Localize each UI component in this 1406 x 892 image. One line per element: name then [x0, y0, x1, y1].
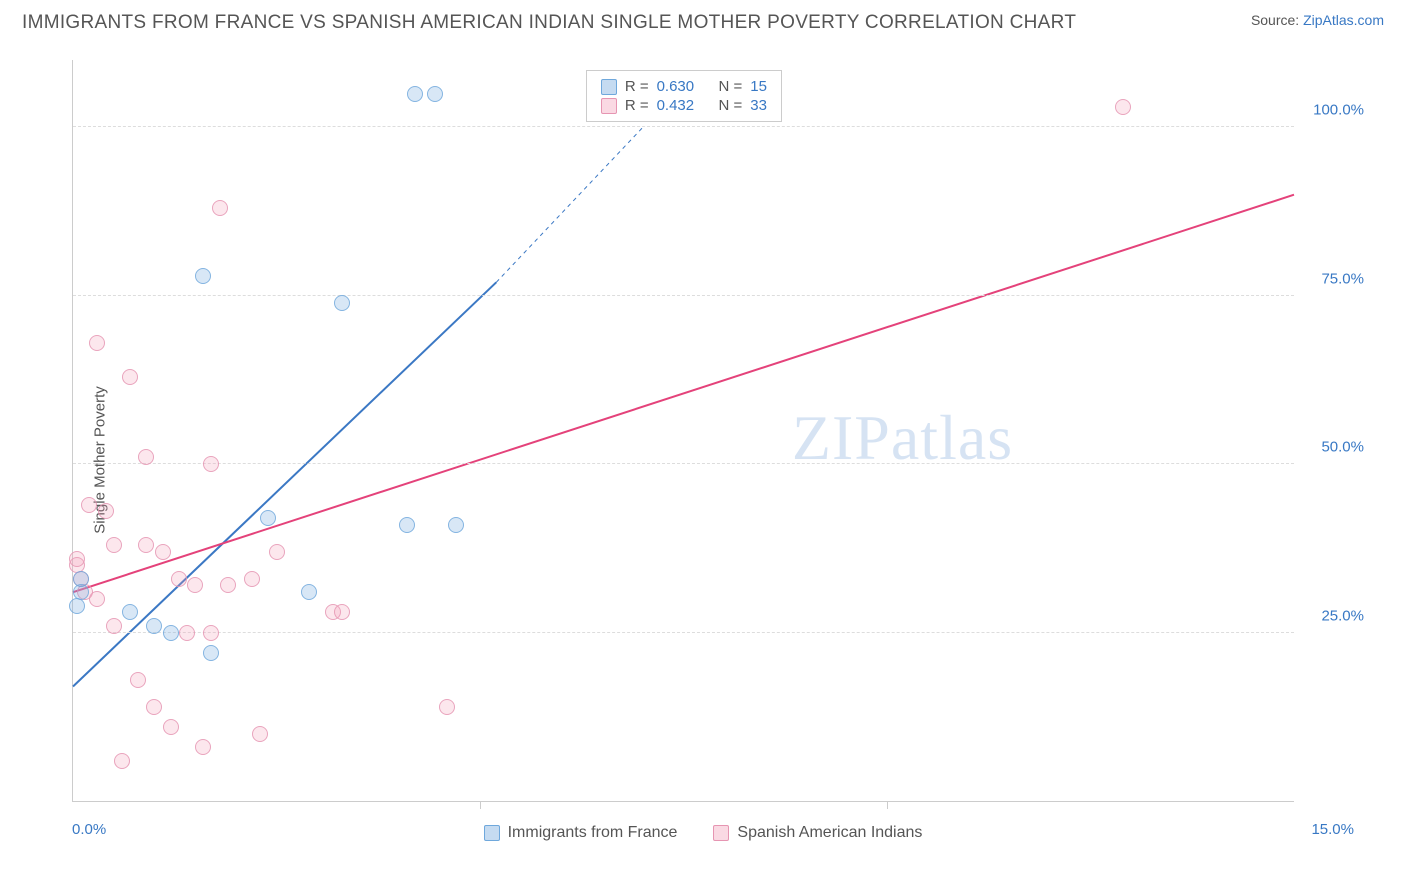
r-value-pink: 0.432: [657, 97, 695, 114]
data-point-pink: [114, 753, 130, 769]
data-point-blue: [122, 604, 138, 620]
data-point-pink: [146, 699, 162, 715]
data-point-pink: [171, 571, 187, 587]
n-label: N =: [718, 97, 742, 114]
data-point-pink: [1115, 99, 1131, 115]
r-value-blue: 0.630: [657, 78, 695, 95]
stats-row-pink: R = 0.432 N = 33: [601, 96, 767, 115]
data-point-pink: [163, 719, 179, 735]
data-point-blue: [448, 517, 464, 533]
data-point-blue: [69, 598, 85, 614]
swatch-blue-icon: [601, 79, 617, 95]
swatch-pink-icon: [601, 98, 617, 114]
data-point-pink: [212, 200, 228, 216]
source-label: Source:: [1251, 12, 1303, 28]
r-label: R =: [625, 78, 649, 95]
data-point-pink: [252, 726, 268, 742]
legend-label-blue: Immigrants from France: [508, 824, 678, 842]
data-point-pink: [98, 503, 114, 519]
data-point-pink: [89, 591, 105, 607]
x-tick: [887, 801, 888, 809]
data-point-pink: [203, 625, 219, 641]
data-point-blue: [334, 295, 350, 311]
bottom-legend: Immigrants from France Spanish American …: [22, 824, 1384, 842]
data-point-pink: [122, 369, 138, 385]
data-point-pink: [334, 604, 350, 620]
trend-lines: [73, 60, 1294, 801]
data-point-blue: [195, 268, 211, 284]
data-point-pink: [138, 537, 154, 553]
data-point-pink: [203, 456, 219, 472]
data-point-pink: [439, 699, 455, 715]
data-point-pink: [155, 544, 171, 560]
data-point-blue: [260, 510, 276, 526]
data-point-blue: [203, 645, 219, 661]
data-point-blue: [146, 618, 162, 634]
data-point-blue: [407, 86, 423, 102]
source-credit: Source: ZipAtlas.com: [1251, 12, 1384, 28]
data-point-pink: [187, 577, 203, 593]
gridline-h: [73, 463, 1294, 464]
data-point-pink: [220, 577, 236, 593]
data-point-pink: [138, 449, 154, 465]
gridline-h: [73, 126, 1294, 127]
plot-area: ZIPatlas R = 0.630 N = 15 R = 0.432 N = …: [72, 60, 1294, 802]
data-point-pink: [81, 497, 97, 513]
n-value-pink: 33: [750, 97, 767, 114]
stats-row-blue: R = 0.630 N = 15: [601, 77, 767, 96]
y-tick-label: 100.0%: [1304, 102, 1364, 119]
x-tick: [480, 801, 481, 809]
gridline-h: [73, 295, 1294, 296]
source-link[interactable]: ZipAtlas.com: [1303, 12, 1384, 28]
data-point-blue: [301, 584, 317, 600]
n-value-blue: 15: [750, 78, 767, 95]
data-point-pink: [269, 544, 285, 560]
chart-title: IMMIGRANTS FROM FRANCE VS SPANISH AMERIC…: [22, 12, 1076, 34]
y-tick-label: 75.0%: [1304, 270, 1364, 287]
stats-legend-box: R = 0.630 N = 15 R = 0.432 N = 33: [586, 70, 782, 122]
data-point-pink: [106, 537, 122, 553]
chart-container: Single Mother Poverty ZIPatlas R = 0.630…: [22, 48, 1384, 872]
legend-label-pink: Spanish American Indians: [737, 824, 922, 842]
y-tick-label: 25.0%: [1304, 607, 1364, 624]
data-point-pink: [195, 739, 211, 755]
data-point-pink: [179, 625, 195, 641]
legend-item-blue: Immigrants from France: [484, 824, 678, 842]
data-point-blue: [427, 86, 443, 102]
data-point-pink: [89, 335, 105, 351]
gridline-h: [73, 632, 1294, 633]
data-point-pink: [244, 571, 260, 587]
swatch-blue-icon: [484, 825, 500, 841]
r-label: R =: [625, 97, 649, 114]
legend-item-pink: Spanish American Indians: [713, 824, 922, 842]
data-point-pink: [130, 672, 146, 688]
y-tick-label: 50.0%: [1304, 439, 1364, 456]
n-label: N =: [718, 78, 742, 95]
data-point-pink: [106, 618, 122, 634]
swatch-pink-icon: [713, 825, 729, 841]
data-point-blue: [399, 517, 415, 533]
data-point-blue: [163, 625, 179, 641]
data-point-blue: [73, 571, 89, 587]
data-point-pink: [69, 551, 85, 567]
